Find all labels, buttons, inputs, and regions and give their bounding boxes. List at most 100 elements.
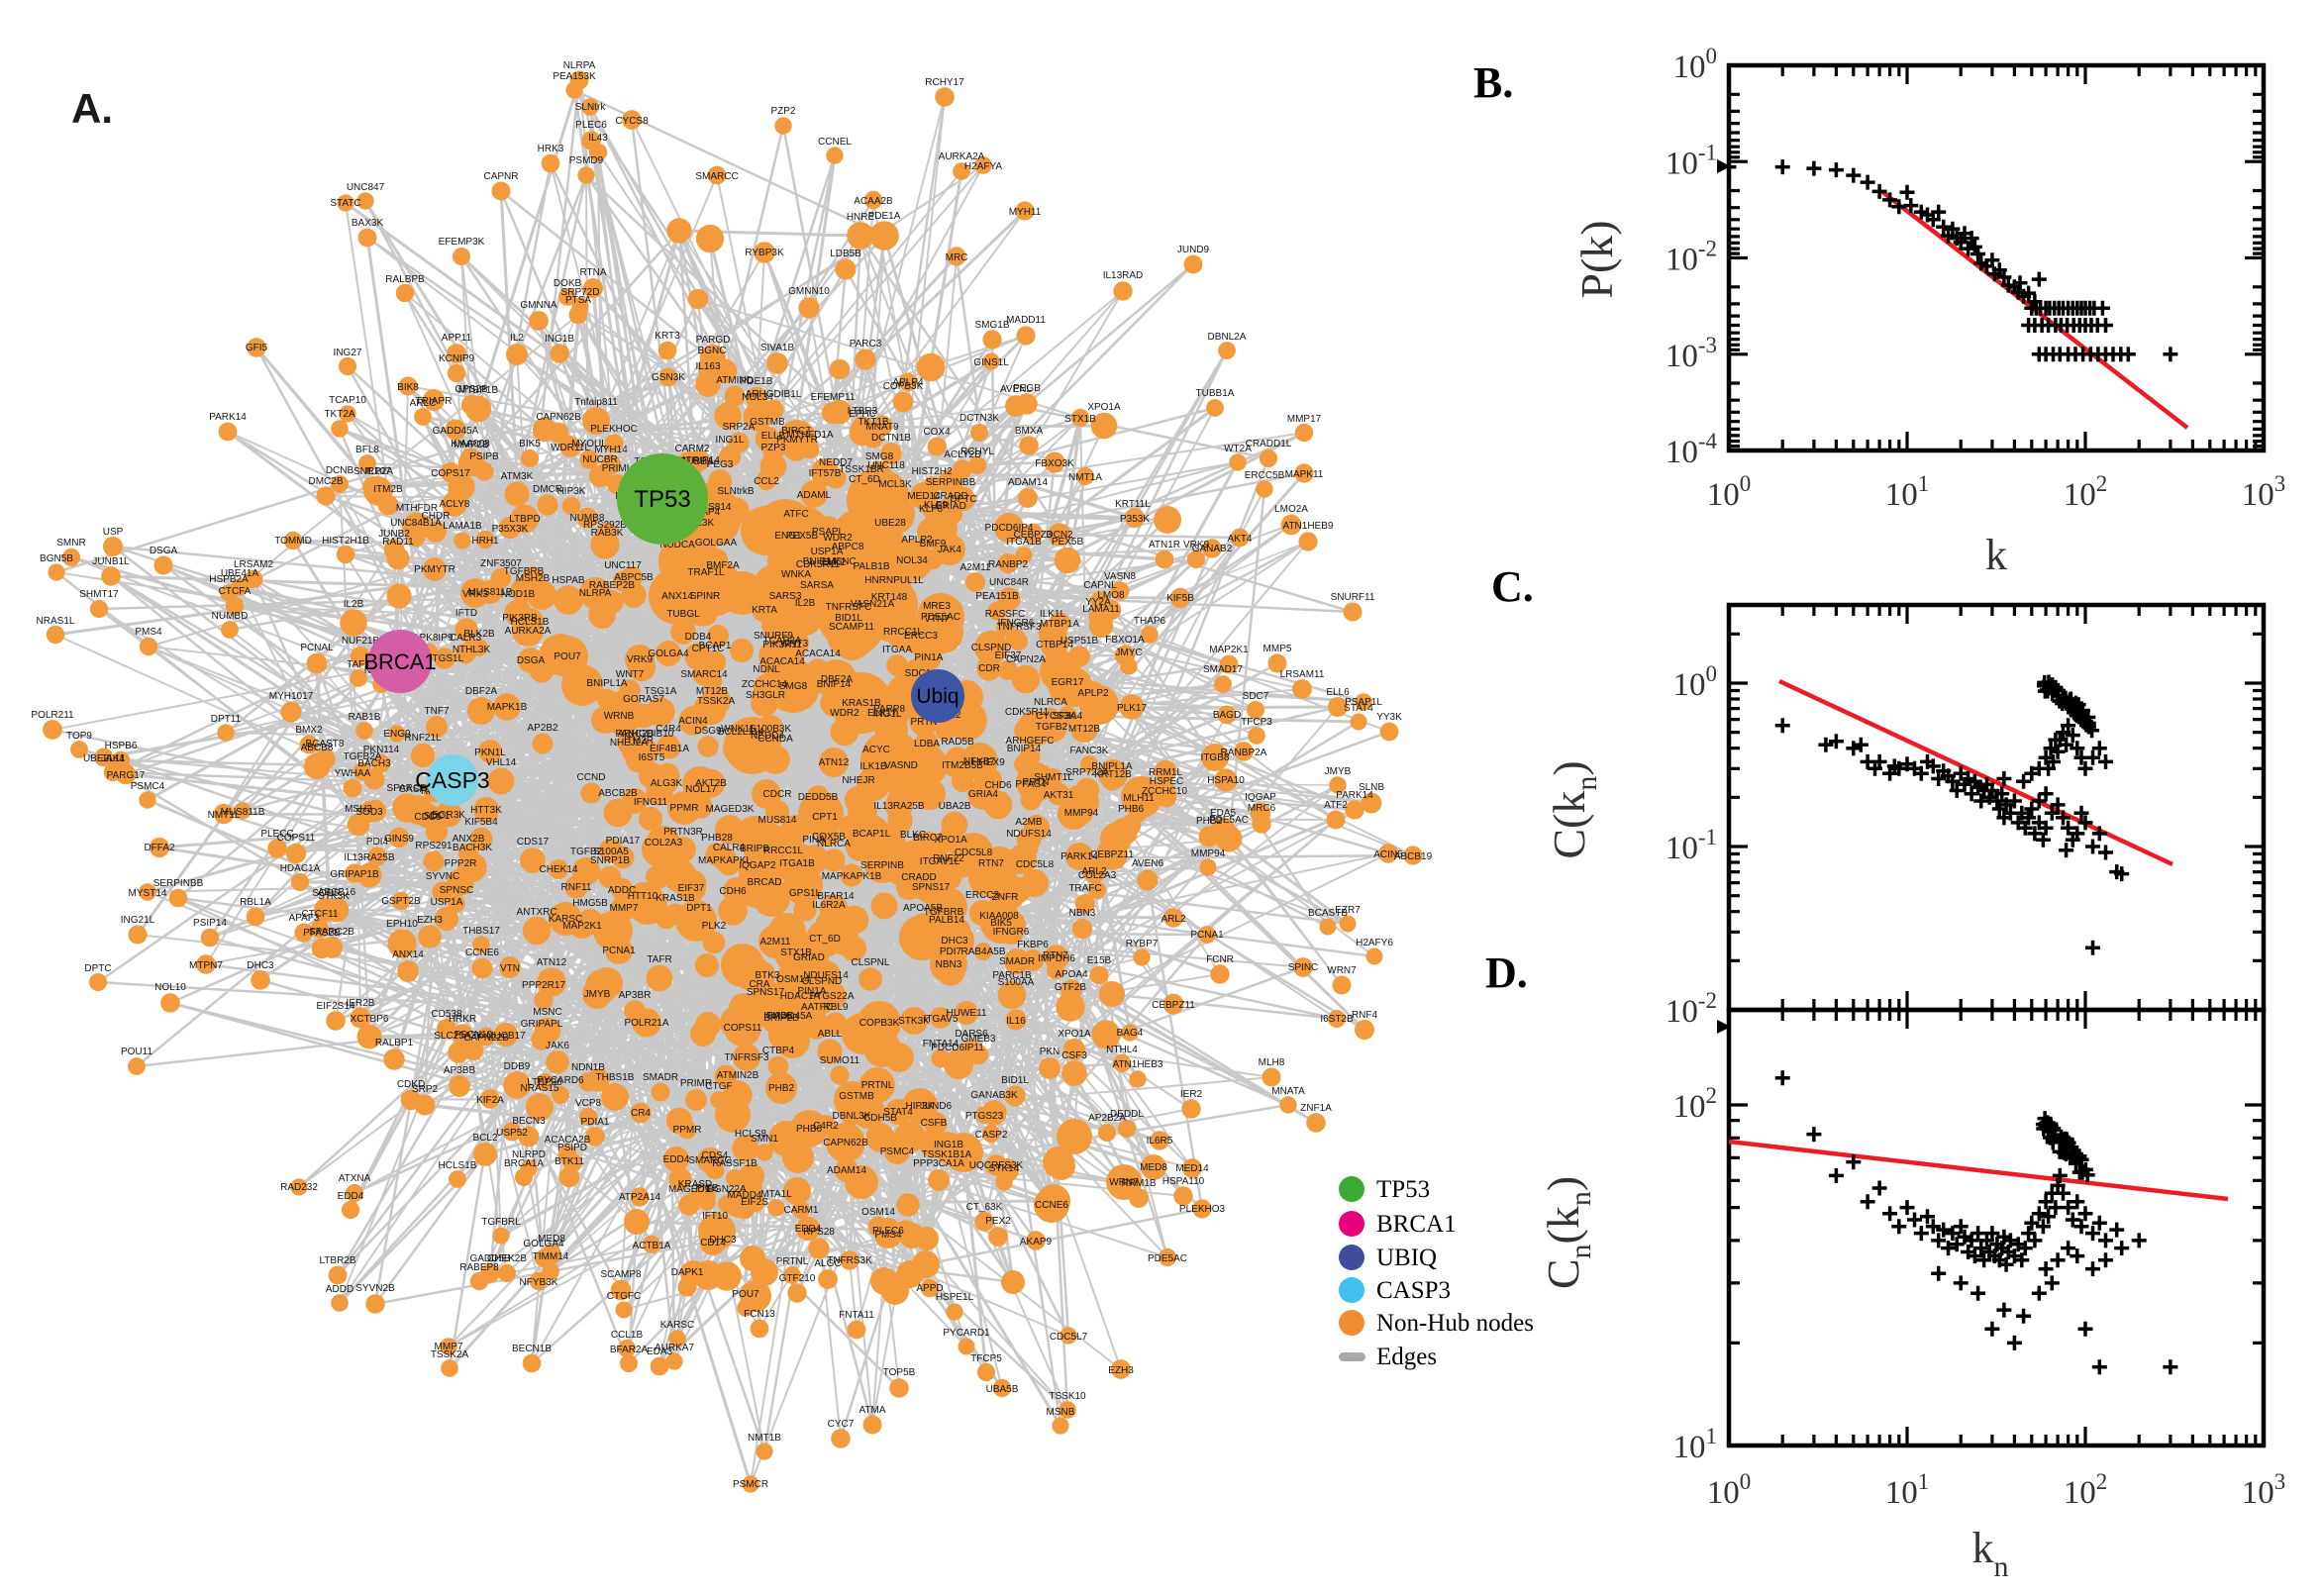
svg-text:COPB3K: COPB3K [883,381,924,392]
svg-text:COL2A3: COL2A3 [1078,870,1117,881]
svg-text:AP3BB: AP3BB [444,1065,476,1076]
svg-text:MT12B: MT12B [696,686,729,697]
svg-text:NUCBR: NUCBR [582,454,618,465]
svg-text:RRM1B: RRM1B [1121,1178,1156,1189]
svg-text:GMNN10: GMNN10 [788,286,830,297]
svg-text:RBL1A: RBL1A [240,897,271,908]
svg-text:TGFBRB: TGFBRB [924,907,964,918]
svg-text:BCAST8: BCAST8 [306,739,345,749]
svg-text:BNIPL1A: BNIPL1A [586,678,627,689]
svg-text:CPT1: CPT1 [812,812,838,823]
svg-text:IL2B: IL2B [795,598,816,609]
svg-text:MAP2K1: MAP2K1 [1209,645,1249,655]
svg-text:PEG3: PEG3 [707,459,734,470]
svg-text:MNAT9: MNAT9 [865,422,899,433]
svg-text:WRN7: WRN7 [1109,1177,1139,1188]
svg-text:RAD5B: RAD5B [941,737,974,748]
svg-text:A2M11: A2M11 [760,937,791,948]
svg-text:LTBP36: LTBP36 [527,1077,562,1088]
svg-text:IFT10: IFT10 [702,1211,729,1222]
svg-text:BRCA1: BRCA1 [1376,1211,1457,1238]
svg-text:FNTA11: FNTA11 [839,1310,874,1321]
svg-text:BIK5: BIK5 [519,439,541,449]
svg-text:DPTC: DPTC [84,963,111,974]
svg-text:CAPNL: CAPNL [1083,580,1117,591]
svg-text:DMCR: DMCR [533,484,562,495]
svg-text:RAB3K: RAB3K [591,528,624,539]
svg-text:PRTN: PRTN [910,717,937,728]
svg-text:TUBGL: TUBGL [666,609,700,620]
svg-text:PZP3: PZP3 [760,443,785,453]
svg-text:TGFBRB: TGFBRB [504,566,545,577]
svg-text:BNIP14: BNIP14 [817,679,852,690]
svg-text:COPS11: COPS11 [724,1023,762,1034]
svg-text:PKN114: PKN114 [363,745,400,755]
svg-text:FBXO1A: FBXO1A [1105,635,1145,646]
svg-text:STAT4: STAT4 [883,1107,913,1118]
svg-text:SARS3: SARS3 [769,591,802,602]
svg-text:SLC25A3K: SLC25A3K [434,1031,483,1042]
svg-text:DOKB: DOKB [554,278,582,289]
svg-text:ARHGDIB10: ARHGDIB10 [618,729,674,740]
svg-text:LDB5B: LDB5B [830,249,861,259]
svg-text:MMP94: MMP94 [1191,848,1226,859]
svg-text:RRCC1L: RRCC1L [763,846,803,856]
svg-text:MMP5: MMP5 [1263,644,1292,654]
svg-text:HSPB6: HSPB6 [105,741,138,751]
svg-text:MTPN7: MTPN7 [189,960,223,971]
svg-text:ATN12: ATN12 [819,757,850,768]
svg-text:KIF5B: KIF5B [1166,593,1194,604]
svg-text:DHC3: DHC3 [941,936,968,947]
svg-text:NTHL4: NTHL4 [1106,1045,1138,1055]
svg-text:ZCCHC14: ZCCHC14 [742,679,788,690]
svg-text:ERCC3: ERCC3 [904,631,938,642]
svg-text:SH3GLR: SH3GLR [746,690,785,701]
svg-text:S100AA: S100AA [998,977,1035,988]
svg-text:IL13RAD: IL13RAD [1103,270,1144,281]
svg-text:ING1B: ING1B [545,334,574,345]
svg-text:JMYC: JMYC [1115,648,1142,658]
svg-text:POLR211: POLR211 [31,710,74,721]
svg-text:DBF2A: DBF2A [821,674,854,685]
svg-text:FCNR: FCNR [1206,954,1234,965]
svg-text:PKN: PKN [1040,1047,1060,1057]
svg-text:CEBPZ3: CEBPZ3 [1014,530,1053,541]
svg-text:PTSA: PTSA [565,295,591,306]
svg-text:MTA1L: MTA1L [760,1189,792,1200]
svg-text:USP1A: USP1A [811,547,844,557]
svg-text:DBNL2A: DBNL2A [1208,332,1247,343]
svg-text:NLRCA: NLRCA [817,839,851,849]
svg-text:SLNtrk: SLNtrk [575,102,607,113]
svg-text:SHMT1L: SHMT1L [1034,772,1073,783]
svg-text:GTF210: GTF210 [779,1273,816,1284]
svg-text:JUNB1L: JUNB1L [92,556,130,567]
svg-text:GFI5: GFI5 [246,343,268,353]
svg-text:PSIPB: PSIPB [469,451,499,462]
svg-text:HIP3K: HIP3K [906,1101,935,1112]
svg-text:k: k [1985,531,2007,579]
svg-text:IMPDH6: IMPDH6 [1038,953,1075,964]
svg-text:USP1A: USP1A [431,897,463,908]
svg-text:TKT1B: TKT1B [858,417,888,428]
svg-text:JAK4: JAK4 [938,545,961,555]
svg-text:ITM2B: ITM2B [373,484,403,495]
svg-text:TOP5B: TOP5B [883,1367,916,1378]
svg-text:TOMMD: TOMMD [274,536,312,547]
svg-text:BCASTB: BCASTB [1308,908,1348,919]
svg-text:KRT148: KRT148 [871,592,908,603]
svg-text:RTN7: RTN7 [978,858,1004,869]
svg-text:EGR3K: EGR3K [432,810,465,821]
svg-text:BIRC7: BIRC7 [781,426,811,437]
svg-text:IL163: IL163 [695,361,720,372]
svg-text:ACLY2B: ACLY2B [944,449,981,460]
svg-text:EIF4B1A: EIF4B1A [650,744,689,754]
svg-text:H2AFY6: H2AFY6 [1356,938,1393,948]
svg-text:COX5B: COX5B [812,832,846,843]
svg-text:TP53: TP53 [634,486,690,513]
svg-text:CAPN62B: CAPN62B [823,1138,868,1148]
svg-text:Edges: Edges [1376,1344,1437,1370]
svg-text:SMG1B: SMG1B [974,320,1009,331]
svg-text:EFEMP11: EFEMP11 [811,392,856,403]
svg-text:CR4: CR4 [631,1108,651,1119]
svg-text:KRT12B: KRT12B [1094,769,1132,780]
